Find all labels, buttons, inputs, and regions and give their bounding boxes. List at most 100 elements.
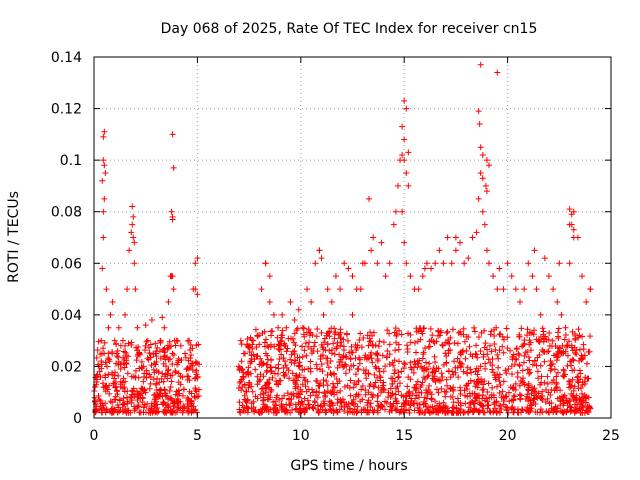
data-point xyxy=(169,131,176,138)
data-point xyxy=(99,265,106,272)
band-point xyxy=(356,337,363,344)
band-point xyxy=(139,385,146,392)
band-point xyxy=(524,349,531,356)
x-tick-label: 0 xyxy=(90,428,99,444)
data-point xyxy=(100,234,107,241)
band-point xyxy=(406,406,413,413)
band-point xyxy=(496,331,503,338)
band-point xyxy=(187,347,194,354)
data-point xyxy=(550,286,557,293)
data-point xyxy=(432,260,439,267)
data-points xyxy=(91,61,594,416)
band-point xyxy=(172,368,179,375)
band-point xyxy=(153,367,160,374)
band-point xyxy=(413,381,420,388)
band-point xyxy=(514,369,521,376)
band-point xyxy=(414,364,421,371)
band-point xyxy=(324,388,331,395)
band-point xyxy=(141,404,148,411)
data-point xyxy=(130,213,137,220)
band-point xyxy=(95,392,102,399)
band-point xyxy=(164,367,171,374)
band-point xyxy=(323,378,330,385)
band-point xyxy=(429,369,436,376)
band-point xyxy=(545,348,552,355)
band-point xyxy=(146,371,153,378)
band-point xyxy=(424,406,431,413)
data-point xyxy=(452,234,459,241)
band-point xyxy=(392,385,399,392)
band-point xyxy=(433,386,440,393)
band-point xyxy=(252,366,259,373)
band-point xyxy=(424,373,431,380)
x-tick-label: 5 xyxy=(193,428,202,444)
band-point xyxy=(106,390,113,397)
band-point xyxy=(474,354,481,361)
data-point xyxy=(101,162,108,169)
band-point xyxy=(548,361,555,368)
band-point xyxy=(179,374,186,381)
band-point xyxy=(153,358,160,365)
band-point xyxy=(181,404,188,411)
band-point xyxy=(520,342,527,349)
data-point xyxy=(479,151,486,158)
band-point xyxy=(278,407,285,414)
band-point xyxy=(252,406,259,413)
band-point xyxy=(343,354,350,361)
data-point xyxy=(134,324,141,331)
band-point xyxy=(107,398,114,405)
data-point xyxy=(324,286,331,293)
band-point xyxy=(300,325,307,332)
band-point xyxy=(292,401,299,408)
band-point xyxy=(492,405,499,412)
band-point xyxy=(457,402,464,409)
band-point xyxy=(105,355,112,362)
band-point xyxy=(537,362,544,369)
band-point xyxy=(551,366,558,373)
band-point xyxy=(279,395,286,402)
band-point xyxy=(188,400,195,407)
band-point xyxy=(179,392,186,399)
band-point xyxy=(125,340,132,347)
band-point xyxy=(416,357,423,364)
band-point xyxy=(491,399,498,406)
band-point xyxy=(467,392,474,399)
band-point xyxy=(245,364,252,371)
band-point xyxy=(516,361,523,368)
data-point xyxy=(194,291,201,298)
data-point xyxy=(237,337,244,344)
band-point xyxy=(281,341,288,348)
data-point xyxy=(374,260,381,267)
band-point xyxy=(443,329,450,336)
band-point xyxy=(429,332,436,339)
band-point xyxy=(441,388,448,395)
band-point xyxy=(122,349,129,356)
band-point xyxy=(291,348,298,355)
band-point xyxy=(415,389,422,396)
band-point xyxy=(147,380,154,387)
band-point xyxy=(270,406,277,413)
band-point xyxy=(175,387,182,394)
band-point xyxy=(110,408,117,415)
band-point xyxy=(333,345,340,352)
band-point xyxy=(494,351,501,358)
band-point xyxy=(334,364,341,371)
band-point xyxy=(266,376,273,383)
data-point xyxy=(173,337,180,344)
band-point xyxy=(249,345,256,352)
band-point xyxy=(279,403,286,410)
band-point xyxy=(483,346,490,353)
band-point xyxy=(264,361,271,368)
band-point xyxy=(301,366,308,373)
data-point xyxy=(419,273,426,280)
band-point xyxy=(410,400,417,407)
band-point xyxy=(155,408,162,415)
band-point xyxy=(486,342,493,349)
band-point xyxy=(574,378,581,385)
band-point xyxy=(362,352,369,359)
band-point xyxy=(449,368,456,375)
band-point xyxy=(97,397,104,404)
band-point xyxy=(96,396,103,403)
